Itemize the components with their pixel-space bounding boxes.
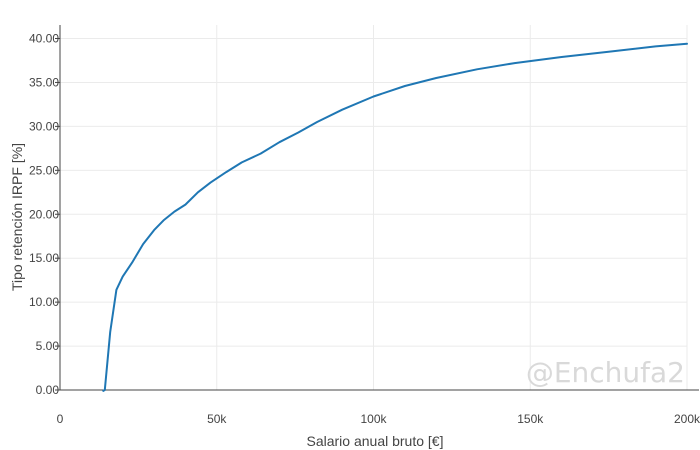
irpf-rate-line (102, 42, 688, 392)
data-point (225, 171, 227, 173)
y-axis-title: Tipo retención IRPF [%] (9, 143, 25, 291)
data-point (104, 389, 106, 391)
data-point (561, 56, 563, 58)
x-tick-label: 50k (207, 412, 227, 426)
data-point (278, 141, 280, 143)
x-tick-label: 150k (517, 412, 544, 426)
y-tick-label: 10.00 (29, 295, 59, 309)
x-tick-labels: 0 50k 100k 150k 200k (57, 412, 700, 426)
data-point (122, 276, 124, 278)
data-point (173, 211, 175, 213)
y-tick-label: 35.00 (29, 75, 59, 89)
data-point (131, 262, 133, 264)
axes (59, 25, 699, 391)
x-tick-label: 200k (674, 412, 700, 426)
y-tick-label: 30.00 (29, 119, 59, 133)
data-point (655, 45, 657, 47)
data-point (142, 243, 144, 245)
x-tick-label: 0 (57, 412, 64, 426)
data-point (476, 68, 478, 70)
data-point (260, 153, 262, 155)
data-point (184, 204, 186, 206)
data-point (316, 121, 318, 123)
y-tick-label: 15.00 (29, 251, 59, 265)
x-axis-title: Salario anual bruto [€] (307, 433, 444, 449)
data-point (153, 229, 155, 231)
data-point (109, 331, 111, 333)
y-tick-label: 40.00 (29, 32, 59, 46)
data-point (197, 191, 199, 193)
data-point (241, 161, 243, 163)
watermark-text: @Enchufa2 (526, 356, 685, 389)
data-point (608, 51, 610, 53)
data-point (686, 43, 688, 45)
data-point (297, 132, 299, 134)
data-point (341, 109, 343, 111)
data-point (514, 62, 516, 64)
y-tick-label: 0.00 (36, 383, 60, 397)
y-tick-label: 20.00 (29, 207, 59, 221)
data-point (162, 219, 164, 221)
y-tick-label: 5.00 (36, 339, 60, 353)
data-point (209, 182, 211, 184)
data-point (435, 77, 437, 79)
data-point (373, 95, 375, 97)
series-layer (102, 42, 688, 392)
data-point (115, 289, 117, 291)
y-tick-labels: 0.00 5.00 10.00 15.00 20.00 25.00 30.00 35.00 40… (29, 32, 60, 397)
data-point (404, 85, 406, 87)
x-tick-label: 100k (360, 412, 387, 426)
y-tick-label: 25.00 (29, 163, 59, 177)
grid-lines (60, 25, 688, 390)
